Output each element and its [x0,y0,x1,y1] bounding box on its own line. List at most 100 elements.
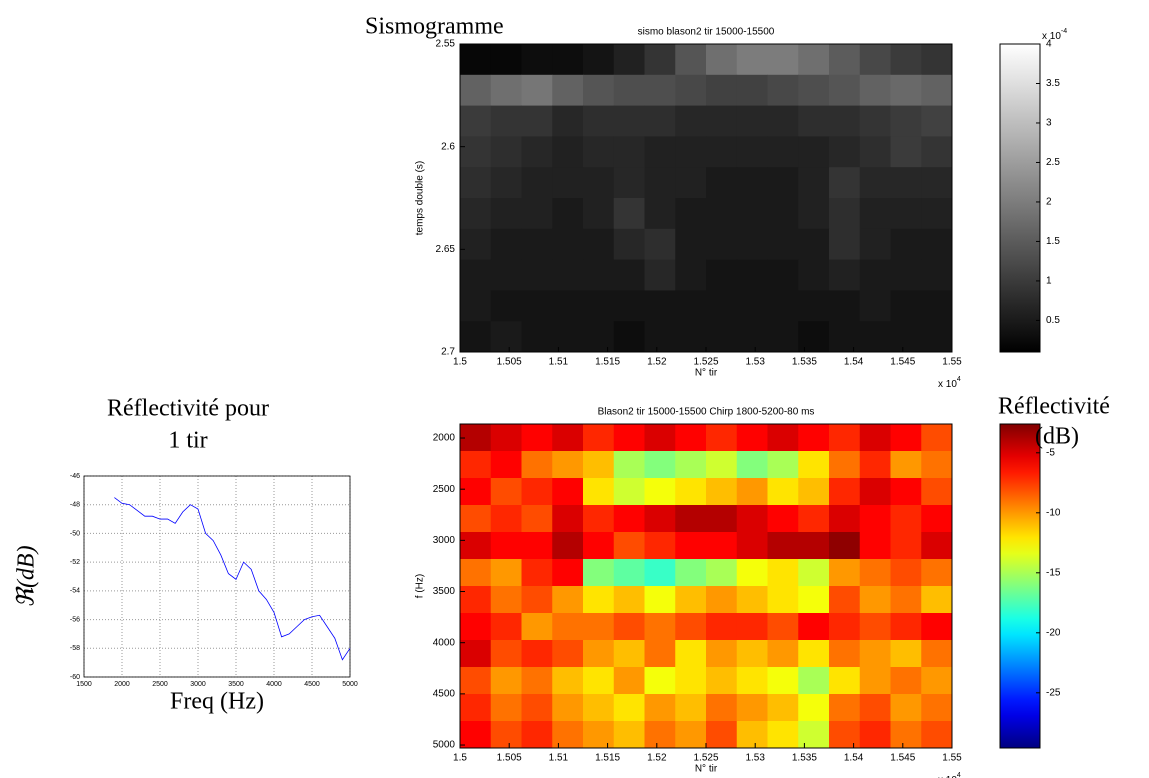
heatmap-cell [859,559,891,587]
heatmap-cell [583,136,615,168]
heatmap-cell [921,532,953,560]
colorbar-tick-label: 1 [1046,276,1052,287]
heatmap-cell [706,559,738,587]
x-tick-label: 1.52 [647,357,667,368]
heatmap-cell [644,198,676,230]
heatmap-cell [829,613,861,641]
heatmap-cell [706,228,738,261]
heatmap-cell [829,74,861,107]
heatmap-cell [706,586,738,614]
heatmap-cell [736,721,768,749]
heatmap-cell [613,721,645,749]
heatmap-cell [921,290,953,322]
colorbar-tick-label: 3 [1046,118,1052,129]
heatmap-cell [675,136,707,168]
heatmap-cell [767,613,799,641]
heatmap-cell [675,640,707,668]
heatmap-cell [921,228,953,261]
heatmap-cell [583,167,615,199]
heatmap-cell [890,321,922,353]
heatmap-cell [521,721,553,749]
heatmap-cell [798,228,830,261]
heatmap-cell [798,613,830,641]
heatmap-cell [859,640,891,668]
heatmap-cell [736,505,768,533]
heatmap-cell [583,613,615,641]
heatmap-cell [552,136,584,168]
heatmap-cell [521,136,553,168]
x-tick-label: 1.525 [693,357,718,368]
colorbar-label: Réflectivité [998,394,1110,420]
heatmap-cell [890,532,922,560]
heatmap-cell [675,559,707,587]
heatmap-cell [613,424,645,452]
y-axis-label: f (Hz) [415,574,426,598]
heatmap-cell [613,613,645,641]
heatmap-cell [767,228,799,261]
heatmap-cell [521,532,553,560]
heatmap-cell [613,44,645,76]
heatmap-cell [890,105,922,137]
heatmap-cell [736,559,768,587]
heatmap-cell [706,290,738,322]
colorbar-tick-label: -20 [1046,627,1061,638]
heatmap-cell [460,451,492,479]
heatmap-cell [859,613,891,641]
colorbar-label: (dB) [1035,424,1079,450]
heatmap-cell [490,586,522,614]
heatmap-cell [829,505,861,533]
heatmap-cell [521,640,553,668]
heatmap-cell [583,721,615,749]
y-tick-label: -48 [70,502,80,509]
heatmap-cell [675,259,707,291]
y-tick-label: -52 [70,559,80,566]
heatmap-cell [921,424,953,452]
heatmap-cell [798,259,830,291]
x-axis-label: N° tir [695,368,718,379]
x-tick-label: 1.525 [693,753,718,764]
heatmap-cell [583,228,615,261]
x-tick-label: 1.54 [844,357,864,368]
heatmap-cell [583,559,615,587]
heatmap-cell [736,198,768,230]
heatmap-cell [644,721,676,749]
heatmap-cell [736,586,768,614]
heatmap-cell [767,694,799,722]
heatmap-cell [890,613,922,641]
heatmap-cell [890,451,922,479]
heatmap-cell [798,721,830,749]
heatmap-cell [675,694,707,722]
heatmap-cell [675,505,707,533]
heatmap-cell [552,424,584,452]
heatmap-cell [829,424,861,452]
y-tick-label: -50 [70,530,80,537]
heatmap-cell [767,44,799,76]
x-tick-label: 1.505 [497,753,522,764]
heatmap-cell [859,424,891,452]
heatmap-cell [921,198,953,230]
heatmap-cell [521,586,553,614]
heatmap-cell [736,640,768,668]
x-tick-label: 1.55 [942,753,962,764]
heatmap-cell [798,74,830,107]
heatmap-cell [460,198,492,230]
heatmap-cell [829,228,861,261]
heatmap-cell [613,505,645,533]
heatmap-cell [675,721,707,749]
chart-title: 1 tir [168,428,207,454]
heatmap-cell [521,559,553,587]
y-tick-label: 4000 [433,637,456,648]
heatmap-cell [921,559,953,587]
heatmap-cell [859,74,891,107]
heatmap-cell [921,259,953,291]
heatmap-cell [767,532,799,560]
heatmap-cell [767,721,799,749]
heatmap-cell [460,559,492,587]
heatmap-cell [767,136,799,168]
heatmap-cell [890,136,922,168]
heatmap-cell [859,451,891,479]
heatmap-cell [490,167,522,199]
heatmap-cell [921,136,953,168]
heatmap-cell [736,44,768,76]
x-tick-label: 1.505 [497,357,522,368]
